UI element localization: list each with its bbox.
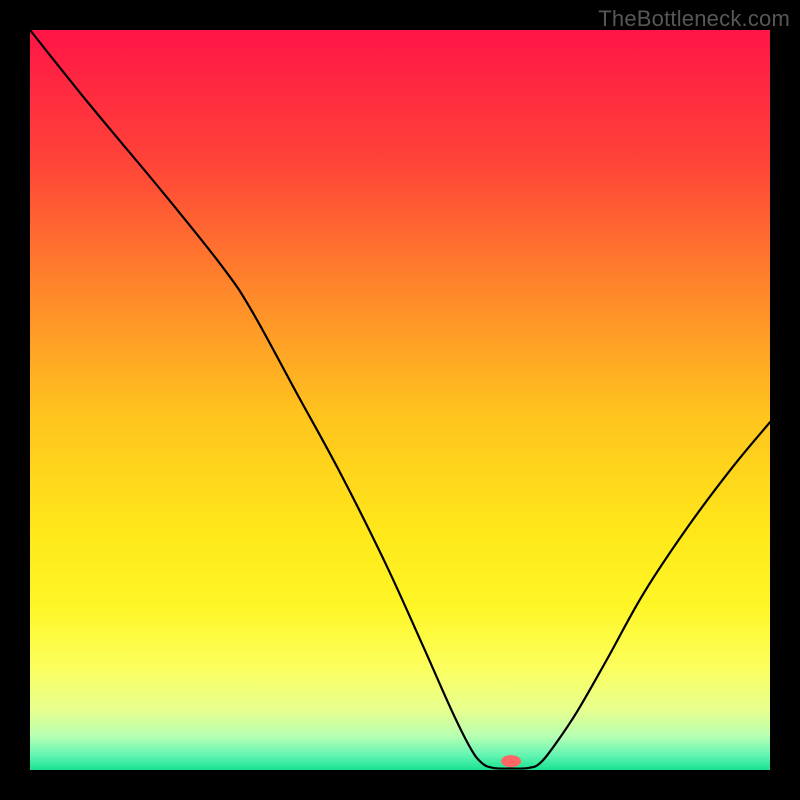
optimum-marker [501, 755, 521, 767]
watermark-text: TheBottleneck.com [598, 6, 790, 32]
chart-stage: TheBottleneck.com [0, 0, 800, 800]
bottleneck-chart [0, 0, 800, 800]
plot-background [30, 30, 770, 770]
